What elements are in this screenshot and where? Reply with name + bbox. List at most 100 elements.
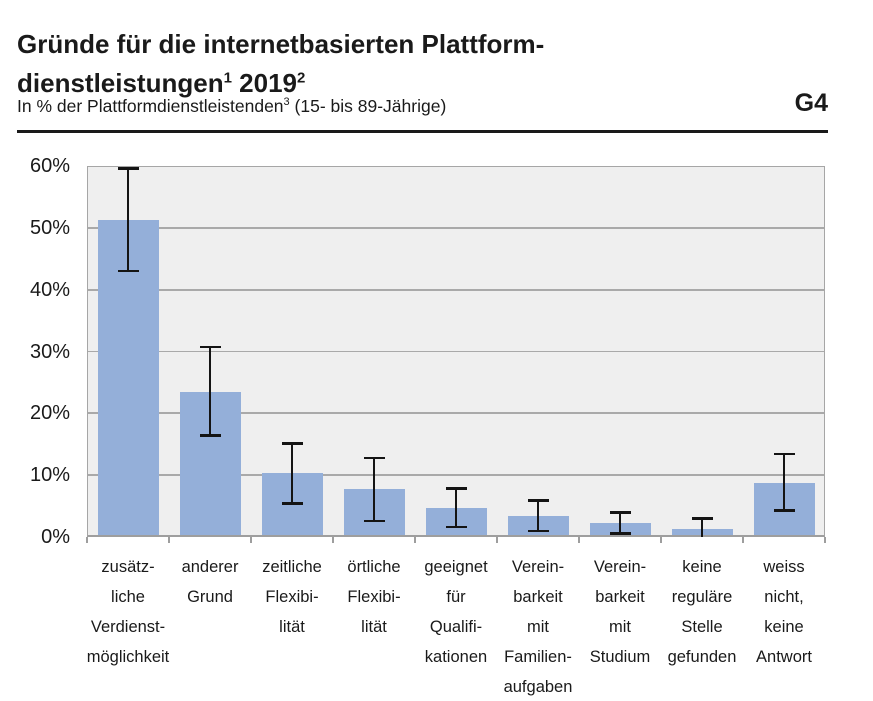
x-axis-tick-2 <box>250 537 252 543</box>
x-axis-label-line: keine <box>682 558 722 576</box>
x-axis-label-line: nicht, <box>764 588 804 606</box>
x-axis-label-line: örtliche <box>347 558 401 576</box>
y-axis-label-0: 0% <box>41 526 70 548</box>
error-bar-cap-top-7 <box>609 510 631 514</box>
x-axis-label-line: Verein- <box>593 558 647 576</box>
title-line2: dienstleistungen <box>17 68 224 99</box>
error-bar-cap-bottom-3 <box>281 502 303 505</box>
gridline-20 <box>88 412 824 415</box>
x-axis-label-line: lität <box>361 618 387 636</box>
error-bar-cap-top-2 <box>199 345 221 349</box>
x-axis-label-7: Verein-barkeit mit Studium <box>550 552 690 672</box>
error-bar-cap-top-8 <box>691 517 713 520</box>
x-axis-label-line: gefunden <box>667 648 737 666</box>
gridline-40 <box>88 288 824 291</box>
error-bar-cap-bottom-5 <box>445 525 467 529</box>
error-bar-line-9 <box>782 454 786 511</box>
error-bar-cap-top-1 <box>117 167 139 170</box>
x-axis-label-line: kationen <box>424 648 488 666</box>
x-axis-label-line: reguläre <box>671 588 733 606</box>
bar-category-1 <box>97 220 159 535</box>
gridline-10 <box>88 474 824 476</box>
x-axis-tick-3 <box>332 537 334 543</box>
x-axis-tick-6 <box>578 537 580 543</box>
x-axis-label-1: zusätz-liche Verdienst-möglichkeit <box>58 552 198 672</box>
error-bar-cap-bottom-2 <box>199 434 221 437</box>
error-bar-cap-top-4 <box>363 456 385 460</box>
x-axis-label-line: lität <box>279 618 305 636</box>
y-axis-label-30: 30% <box>29 340 70 363</box>
subtitle-footnote-3: 3 <box>283 96 290 109</box>
x-axis-tick-1 <box>168 537 170 543</box>
x-axis-label-2: anderer Grund <box>140 552 280 612</box>
x-axis-label-line: aufgaben <box>503 678 573 696</box>
error-bar-cap-top-6 <box>527 499 549 502</box>
x-axis-label-3: zeitliche Flexibi-lität <box>222 552 362 642</box>
x-axis-label-5: geeignet für Qualifi-kationen <box>386 552 526 672</box>
x-axis-label-line: zusätz- <box>101 558 155 576</box>
error-bar-cap-bottom-9 <box>773 509 795 512</box>
figure-number: G4 <box>794 89 828 117</box>
x-axis-label-line: Qualifi- <box>429 618 483 636</box>
x-axis-label-line: anderer <box>181 558 239 576</box>
x-axis-tick-8 <box>742 537 744 543</box>
y-axis-label-20: 20% <box>29 402 70 425</box>
x-axis-label-9: weiss nicht, keine Antwort <box>714 552 854 672</box>
error-bar-cap-bottom-4 <box>363 519 385 523</box>
x-axis-label-line: Studium <box>589 648 651 666</box>
title-year: 2019 <box>231 68 297 99</box>
error-bar-cap-bottom-6 <box>527 529 549 533</box>
title-footnote-2: 2 <box>297 69 306 87</box>
y-axis-label-10: 10% <box>29 464 70 487</box>
x-axis-label-line: Stelle <box>681 618 723 636</box>
gridline-50 <box>88 226 824 229</box>
error-bar-line-6 <box>536 500 540 531</box>
x-axis-label-line: keine <box>764 618 804 636</box>
x-axis-label-line: barkeit <box>595 588 645 606</box>
x-axis-tick-0 <box>86 537 88 543</box>
x-axis-label-line: Verein- <box>511 558 565 576</box>
subtitle-text: In % der Plattformdienstleistenden <box>17 96 284 116</box>
chart-subtitle: In % der Plattformdienstleistenden3 (15-… <box>17 94 657 118</box>
subtitle-age-range: (15- bis 89-Jährige) <box>289 96 447 116</box>
error-bar-line-4 <box>372 457 376 521</box>
error-bar-line-3 <box>290 443 294 504</box>
x-axis-label-line: weiss <box>763 558 805 576</box>
x-axis-label-line: Flexibi- <box>347 588 401 606</box>
x-axis-tick-9 <box>824 537 826 543</box>
x-axis-label-line: zeitliche <box>262 558 322 576</box>
x-axis-label-line: Antwort <box>756 648 812 666</box>
x-axis-label-line: für <box>446 588 466 606</box>
x-axis-label-line: barkeit <box>513 588 563 606</box>
x-axis-tick-7 <box>660 537 662 543</box>
x-axis-tick-5 <box>496 537 498 543</box>
error-bar-cap-top-3 <box>281 442 303 445</box>
x-axis-label-line: liche <box>111 588 145 606</box>
x-axis-label-line: möglichkeit <box>86 648 170 666</box>
x-axis-label-6: Verein-barkeit mit Familien-aufgaben <box>468 552 608 701</box>
x-axis-label-line: Flexibi- <box>265 588 319 606</box>
title-line1: Gründe für die internetbasierten Plattfo… <box>17 29 545 60</box>
error-bar-cap-top-5 <box>445 487 467 491</box>
error-bar-cap-top-9 <box>773 452 795 456</box>
error-bar-cap-bottom-1 <box>117 269 139 273</box>
error-bar-line-5 <box>454 488 458 528</box>
error-bar-line-1 <box>126 168 130 272</box>
x-axis-label-line: mit <box>609 618 631 636</box>
error-bar-line-8 <box>700 518 704 537</box>
x-axis-label-line: Verdienst- <box>90 618 166 636</box>
x-axis-label-4: örtliche Flexibi-lität <box>304 552 444 642</box>
x-axis-label-8: keine reguläre Stelle gefunden <box>632 552 772 672</box>
x-axis-label-line: geeignet <box>424 558 488 576</box>
y-axis-label-60: 60% <box>29 155 70 177</box>
x-axis-label-line: Grund <box>187 588 233 606</box>
x-axis-label-line: Familien- <box>504 648 572 666</box>
error-bar-line-7 <box>618 512 622 534</box>
x-axis-label-line: mit <box>527 618 549 636</box>
error-bar-cap-bottom-7 <box>609 531 631 535</box>
title-footnote-1: 1 <box>223 69 232 87</box>
x-axis-tick-4 <box>414 537 416 543</box>
gridline-30 <box>88 350 824 353</box>
y-axis-label-40: 40% <box>29 278 70 301</box>
